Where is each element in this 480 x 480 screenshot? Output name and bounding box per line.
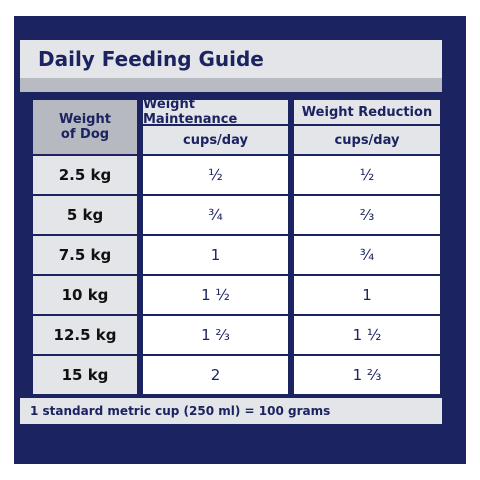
cell-reduction: 1 ½	[294, 316, 440, 354]
header-weight-line2: of Dog	[60, 127, 110, 142]
guide-title: Daily Feeding Guide	[20, 40, 442, 78]
header-weight-reduction: Weight Reduction	[294, 100, 440, 124]
cell-maintenance: ½	[143, 156, 288, 194]
cell-maintenance: ¾	[143, 196, 288, 234]
cell-maintenance: 2	[143, 356, 288, 394]
row-weight: 2.5 kg	[33, 156, 137, 194]
row-weight: 5 kg	[33, 196, 137, 234]
row-weight: 12.5 kg	[33, 316, 137, 354]
header-maintenance-unit: cups/day	[143, 126, 288, 154]
row-weight: 10 kg	[33, 276, 137, 314]
row-weight: 15 kg	[33, 356, 137, 394]
feeding-table: Weight of Dog Weight Maintenance Weight …	[33, 97, 440, 396]
cell-reduction: ½	[294, 156, 440, 194]
header-reduction-unit: cups/day	[294, 126, 440, 154]
cell-maintenance: 1 ⅔	[143, 316, 288, 354]
header-weight-line1: Weight	[59, 112, 111, 127]
header-weight-maintenance: Weight Maintenance	[143, 97, 288, 127]
cell-reduction: ¾	[294, 236, 440, 274]
row-weight: 7.5 kg	[33, 236, 137, 274]
header-weight-of-dog: Weight of Dog	[33, 100, 137, 154]
cup-conversion-note: 1 standard metric cup (250 ml) = 100 gra…	[20, 398, 442, 424]
cell-reduction: 1 ⅔	[294, 356, 440, 394]
title-shadow-divider	[20, 78, 442, 92]
cell-reduction: ⅔	[294, 196, 440, 234]
cell-reduction: 1	[294, 276, 440, 314]
cell-maintenance: 1 ½	[143, 276, 288, 314]
cell-maintenance: 1	[143, 236, 288, 274]
